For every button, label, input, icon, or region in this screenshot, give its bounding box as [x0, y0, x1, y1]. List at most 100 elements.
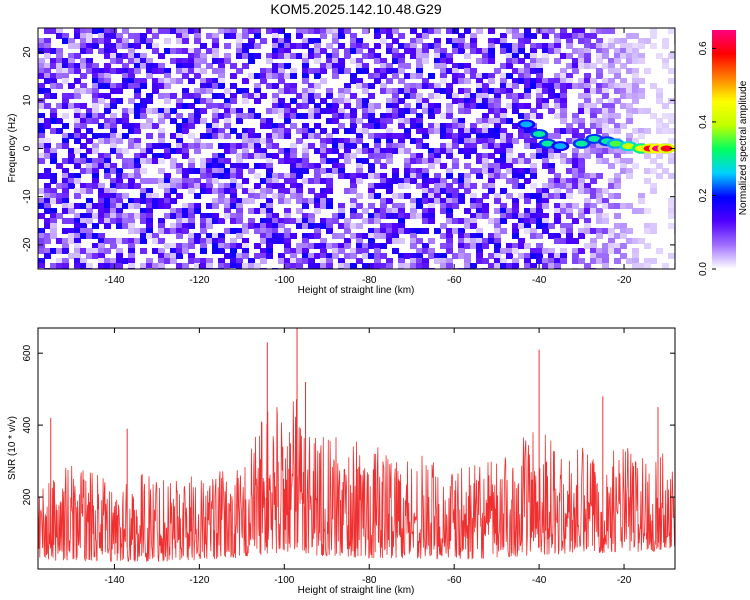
- heatmap-cell: [590, 123, 597, 129]
- heatmap-cell: [158, 78, 165, 84]
- heatmap-cell: [434, 128, 441, 134]
- x-tick-label: -60: [447, 275, 462, 286]
- heatmap-cell: [212, 118, 219, 124]
- heatmap-cell: [164, 178, 171, 184]
- heatmap-cell: [536, 153, 543, 159]
- heatmap-cell: [230, 33, 237, 39]
- heatmap-cell: [38, 48, 45, 54]
- heatmap-cell: [194, 73, 201, 79]
- heatmap-cell: [140, 213, 147, 219]
- heatmap-cell: [80, 233, 87, 239]
- heatmap-cell: [578, 233, 585, 239]
- heatmap-cell: [50, 218, 57, 224]
- heatmap-cell: [524, 68, 531, 74]
- heatmap-cell: [182, 103, 189, 109]
- heatmap-cell: [656, 248, 663, 254]
- heatmap-cell: [326, 203, 333, 209]
- heatmap-cell: [56, 183, 63, 189]
- heatmap-cell: [590, 258, 597, 264]
- heatmap-cell: [512, 43, 519, 49]
- heatmap-cell: [602, 188, 609, 194]
- heatmap-cell: [440, 58, 447, 64]
- heatmap-cell: [284, 173, 291, 179]
- heatmap-cell: [176, 243, 183, 249]
- heatmap-cell: [608, 243, 615, 249]
- heatmap-cell: [542, 148, 549, 154]
- heatmap-cell: [434, 188, 441, 194]
- heatmap-cell: [494, 103, 501, 109]
- heatmap-cell: [548, 48, 555, 54]
- heatmap-cell: [158, 168, 165, 174]
- heatmap-cell: [248, 58, 255, 64]
- heatmap-cell: [602, 48, 609, 54]
- heatmap-cell: [530, 218, 537, 224]
- heatmap-cell: [386, 143, 393, 149]
- heatmap-cell: [596, 123, 603, 129]
- heatmap-cell: [140, 103, 147, 109]
- heatmap-cell: [500, 158, 507, 164]
- heatmap-cell: [494, 218, 501, 224]
- heatmap-cell: [524, 143, 531, 149]
- heatmap-cell: [488, 58, 495, 64]
- heatmap-cell: [614, 148, 621, 154]
- heatmap-cell: [482, 158, 489, 164]
- heatmap-cell: [218, 188, 225, 194]
- heatmap-cell: [74, 188, 81, 194]
- heatmap-cell: [80, 38, 87, 44]
- heatmap-cell: [374, 263, 381, 269]
- heatmap-cell: [86, 168, 93, 174]
- heatmap-cell: [236, 228, 243, 234]
- heatmap-cell: [242, 88, 249, 94]
- heatmap-cell: [284, 83, 291, 89]
- heatmap-cell: [380, 123, 387, 129]
- heatmap-cell: [86, 208, 93, 214]
- heatmap-cell: [476, 238, 483, 244]
- heatmap-cell: [632, 43, 639, 49]
- heatmap-cell: [290, 53, 297, 59]
- heatmap-cell: [602, 83, 609, 89]
- heatmap-cell: [632, 83, 639, 89]
- heatmap-cell: [56, 238, 63, 244]
- heatmap-cell: [614, 248, 621, 254]
- heatmap-cell: [446, 168, 453, 174]
- heatmap-cell: [368, 168, 375, 174]
- heatmap-cell: [362, 208, 369, 214]
- heatmap-cell: [248, 153, 255, 159]
- heatmap-cell: [104, 258, 111, 264]
- heatmap-cell: [428, 83, 435, 89]
- heatmap-cell: [608, 118, 615, 124]
- heatmap-cell: [128, 238, 135, 244]
- heatmap-cell: [98, 133, 105, 139]
- heatmap-cell: [338, 138, 345, 144]
- heatmap-cell: [248, 198, 255, 204]
- heatmap-cell: [548, 83, 555, 89]
- heatmap-cell: [482, 208, 489, 214]
- heatmap-cell: [506, 158, 513, 164]
- heatmap-cell: [320, 188, 327, 194]
- heatmap-cell: [620, 168, 627, 174]
- heatmap-cell: [266, 118, 273, 124]
- heatmap-cell: [434, 228, 441, 234]
- heatmap-cell: [494, 123, 501, 129]
- heatmap-cell: [284, 73, 291, 79]
- heatmap-cell: [602, 28, 609, 34]
- heatmap-cell: [62, 98, 69, 104]
- heatmap-cell: [572, 183, 579, 189]
- heatmap-cell: [416, 58, 423, 64]
- heatmap-cell: [584, 243, 591, 249]
- heatmap-cell: [224, 173, 231, 179]
- heatmap-cell: [332, 68, 339, 74]
- heatmap-cell: [194, 58, 201, 64]
- heatmap-cell: [116, 168, 123, 174]
- heatmap-cell: [422, 243, 429, 249]
- heatmap-cell: [494, 168, 501, 174]
- heatmap-cell: [134, 203, 141, 209]
- heatmap-cell: [158, 253, 165, 259]
- heatmap-cell: [302, 158, 309, 164]
- heatmap-cell: [458, 138, 465, 144]
- heatmap-cell: [386, 113, 393, 119]
- heatmap-cell: [104, 163, 111, 169]
- heatmap-cell: [182, 148, 189, 154]
- heatmap-cell: [128, 223, 135, 229]
